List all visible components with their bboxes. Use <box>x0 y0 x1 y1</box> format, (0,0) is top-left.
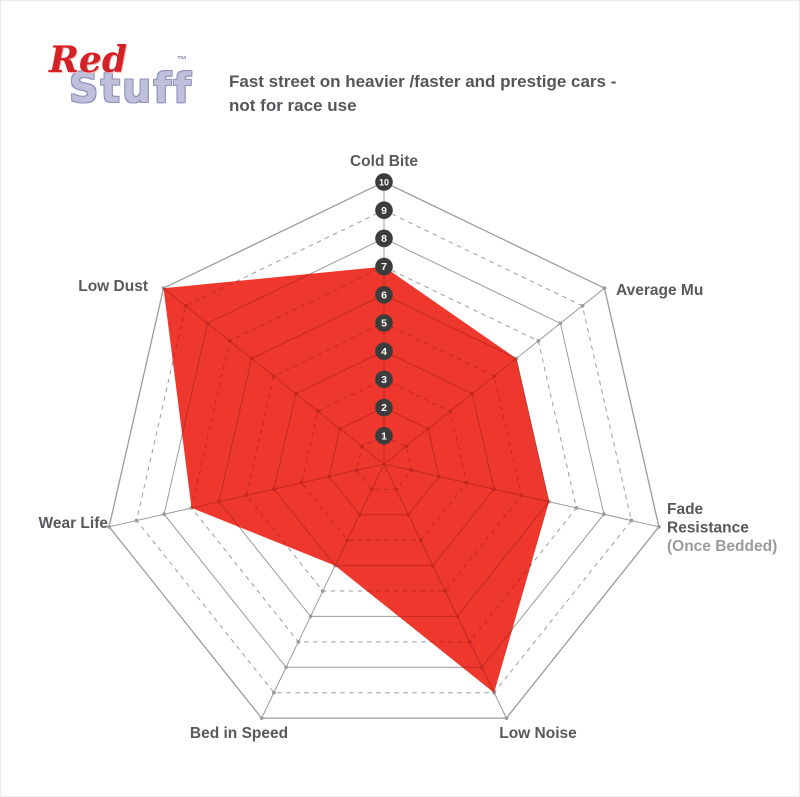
subtitle-line-2: not for race use <box>229 96 357 115</box>
trademark-symbol: ™ <box>177 55 187 66</box>
scale-marker-label: 8 <box>381 233 387 245</box>
scale-marker-3 <box>375 370 393 389</box>
scale-marker-label: 3 <box>381 374 387 386</box>
scale-marker-5 <box>375 314 393 332</box>
scale-marker-8 <box>375 229 393 248</box>
redstuff-logo: Stuff Red ™ <box>45 39 195 131</box>
chart-subtitle: Fast street on heavier /faster and prest… <box>229 70 689 118</box>
scale-marker-label: 6 <box>381 289 387 301</box>
scale-markers: 1 2 3 4 5 6 7 8 9 10 <box>375 173 393 445</box>
axis-label-bed-in-speed: Bed in Speed <box>190 725 288 742</box>
scale-marker-label: 7 <box>381 261 387 273</box>
scale-marker-label: 4 <box>381 346 387 358</box>
logo-word-red: Red <box>49 39 127 81</box>
data-polygon <box>163 266 549 693</box>
scale-marker-10 <box>375 173 393 191</box>
scale-marker-label: 9 <box>381 205 387 217</box>
scale-marker-6 <box>375 286 393 304</box>
axis-label-average-mu: Average Mu <box>616 282 703 299</box>
axis-label-low-dust: Low Dust <box>78 278 148 295</box>
scale-marker-1 <box>375 427 393 445</box>
axis-labels: Cold Bite Average Mu Fade Resistance(Once B… <box>39 153 778 742</box>
scale-marker-label: 10 <box>379 178 389 188</box>
scale-marker-label: 1 <box>381 430 387 442</box>
logo-word-stuff: Stuff <box>69 64 193 112</box>
axis-label-cold-bite: Cold Bite <box>350 153 418 170</box>
scale-marker-9 <box>375 201 393 219</box>
subtitle-line-1: Fast street on heavier /faster and prest… <box>229 72 617 91</box>
axis-label-low-noise: Low Noise <box>499 725 577 742</box>
scale-marker-2 <box>375 398 393 417</box>
axis-label-fade-resistance-once-bedded-: Fade <box>667 501 704 518</box>
axis-label-fade-resistance-once-bedded-: Resistance <box>667 520 749 537</box>
scale-marker-label: 2 <box>381 402 387 414</box>
scale-marker-label: 5 <box>381 318 387 330</box>
axis-label-wear-life: Wear Life <box>39 515 109 532</box>
scale-marker-7 <box>375 257 393 276</box>
axis-label-fade-resistance-once-bedded-: (Once Bedded) <box>667 538 777 555</box>
scale-marker-4 <box>375 342 393 361</box>
